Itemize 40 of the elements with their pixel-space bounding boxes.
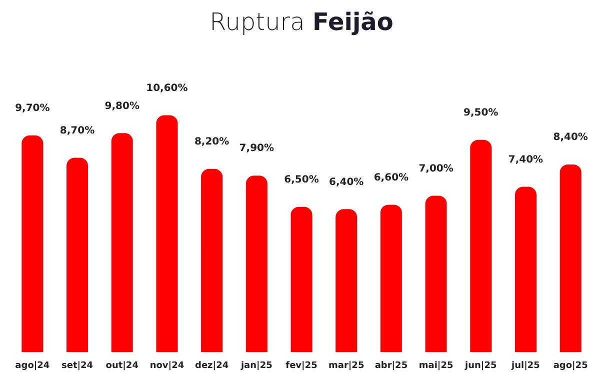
- bar: [560, 164, 582, 352]
- chart-title: Ruptura Feijão: [210, 8, 394, 36]
- x-tick-label: mar|25: [328, 360, 364, 371]
- x-tick-label: jul|25: [510, 360, 540, 371]
- data-label: 6,60%: [374, 172, 409, 184]
- data-label: 6,40%: [328, 176, 364, 188]
- x-tick-label: jan|25: [240, 360, 272, 371]
- bar: [290, 206, 312, 352]
- x-tick-label: nov|24: [150, 360, 184, 371]
- bar: [336, 209, 358, 352]
- data-label: 10,60%: [146, 82, 188, 94]
- x-tick-label: ago|24: [15, 360, 50, 371]
- data-label: 8,70%: [60, 125, 95, 136]
- bar: [156, 115, 178, 352]
- bar: [22, 135, 44, 352]
- x-tick-label: abr|25: [374, 360, 408, 371]
- bar: [380, 204, 402, 352]
- bar: [246, 176, 268, 352]
- x-tick-label: out|24: [106, 360, 138, 371]
- x-tick-label: mai|25: [418, 360, 454, 371]
- data-label: 7,90%: [239, 143, 274, 154]
- data-label: 8,40%: [553, 132, 588, 144]
- bar: [201, 168, 223, 352]
- x-tick-label: set|24: [61, 360, 94, 371]
- data-label: 7,00%: [418, 163, 454, 174]
- bar: [66, 158, 88, 352]
- x-tick-label: dez|24: [195, 360, 229, 371]
- data-label: 6,50%: [284, 174, 319, 186]
- x-tick-label: ago|25: [553, 360, 588, 371]
- data-label: 8,20%: [194, 136, 230, 148]
- x-tick-label: jun|25: [464, 360, 497, 371]
- x-tick-label: fev|25: [286, 360, 318, 371]
- bar: [425, 196, 447, 352]
- data-label: 7,40%: [508, 154, 544, 166]
- bar: [514, 186, 536, 352]
- bar: [111, 133, 133, 352]
- data-label: 9,70%: [15, 103, 50, 114]
- data-label: 9,50%: [464, 107, 498, 118]
- bar: [470, 140, 492, 352]
- data-label: 9,80%: [104, 100, 140, 112]
